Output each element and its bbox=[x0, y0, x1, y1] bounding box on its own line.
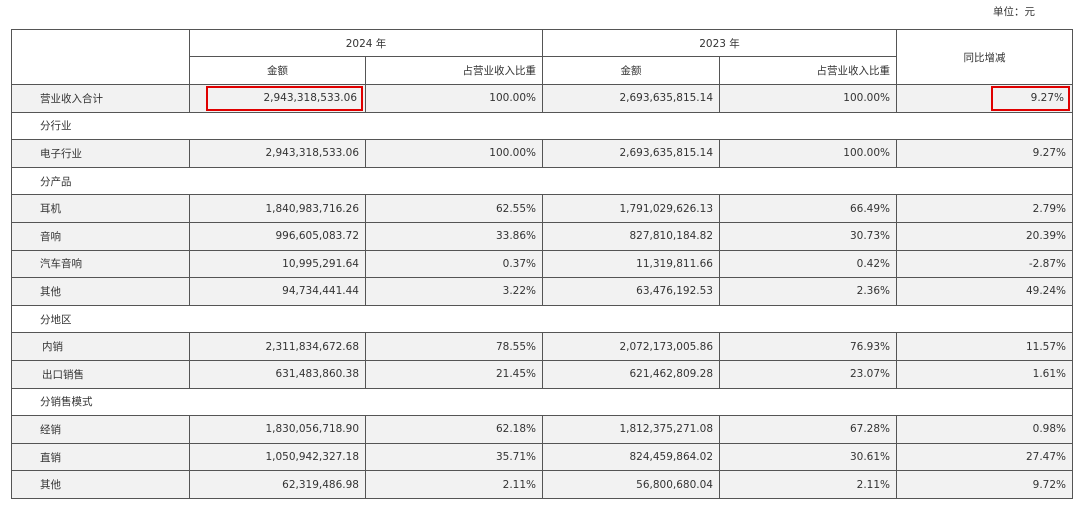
header-amount-2024: 金额 bbox=[189, 56, 366, 85]
section-header-row: 分产品 bbox=[11, 166, 1073, 196]
cell-ratio-2023: 67.28% bbox=[719, 415, 897, 444]
header-row-years: 2024 年 2023 年 同比增减 bbox=[11, 29, 1073, 85]
header-year-2023: 2023 年 bbox=[542, 29, 897, 57]
cell-yoy: -2.87% bbox=[896, 249, 1073, 279]
cell-yoy: 20.39% bbox=[896, 221, 1073, 251]
cell-amount-2024: 10,995,291.64 bbox=[189, 249, 366, 279]
row-label: 经销 bbox=[11, 415, 190, 444]
cell-ratio-2024: 3.22% bbox=[365, 277, 543, 306]
table-row: 内销 2,311,834,672.68 78.55% 2,072,173,005.86… bbox=[11, 332, 1073, 361]
cell-ratio-2023: 100.00% bbox=[719, 139, 897, 168]
section-header-row: 分销售模式 bbox=[11, 387, 1073, 417]
row-label: 电子行业 bbox=[11, 139, 190, 168]
table-row: 经销 1,830,056,718.90 62.18% 1,812,375,271.08… bbox=[11, 415, 1073, 444]
cell-yoy: 9.72% bbox=[896, 470, 1073, 499]
cell-yoy: 9.27% bbox=[896, 139, 1073, 168]
cell-amount-2023: 56,800,680.04 bbox=[542, 470, 720, 499]
table-row: 出口销售 631,483,860.38 21.45% 621,462,809.28 23… bbox=[11, 359, 1073, 389]
cell-ratio-2023: 30.73% bbox=[719, 221, 897, 251]
cell-ratio-2024: 0.37% bbox=[365, 249, 543, 279]
cell-amount-2023: 827,810,184.82 bbox=[542, 221, 720, 251]
cell-ratio-2023: 2.36% bbox=[719, 277, 897, 306]
section-header-row: 分行业 bbox=[11, 111, 1073, 141]
cell-ratio-2023: 2.11% bbox=[719, 470, 897, 499]
total-amount-2024-cell: 2,943,318,533.06 bbox=[189, 84, 366, 113]
cell-amount-2024: 2,943,318,533.06 bbox=[189, 139, 366, 168]
header-row-columns: 金额 占营业收入比重 金额 占营业收入比重 bbox=[12, 56, 1073, 85]
highlighted-total-yoy: 9.27% bbox=[991, 85, 1070, 111]
row-label: 其他 bbox=[11, 470, 190, 499]
cell-amount-2023: 2,072,173,005.86 bbox=[542, 332, 720, 361]
header-yoy: 同比增减 bbox=[896, 29, 1073, 85]
section-title: 分地区 bbox=[11, 304, 1073, 334]
row-label: 出口销售 bbox=[11, 359, 190, 389]
row-label: 耳机 bbox=[11, 194, 190, 223]
cell-amount-2023: 1,812,375,271.08 bbox=[542, 415, 720, 444]
cell-ratio-2024: 2.11% bbox=[365, 470, 543, 499]
cell-ratio-2024: 21.45% bbox=[365, 359, 543, 389]
cell-ratio-2024: 62.55% bbox=[365, 194, 543, 223]
table-row: 电子行业 2,943,318,533.06 100.00% 2,693,635,815… bbox=[11, 139, 1073, 168]
row-label: 内销 bbox=[11, 332, 190, 361]
cell-ratio-2024: 62.18% bbox=[365, 415, 543, 444]
section-title: 分销售模式 bbox=[11, 387, 1073, 417]
row-label: 汽车音响 bbox=[11, 249, 190, 279]
cell-amount-2024: 631,483,860.38 bbox=[189, 359, 366, 389]
header-year-2024: 2024 年 bbox=[189, 29, 543, 57]
cell-amount-2024: 1,840,983,716.26 bbox=[189, 194, 366, 223]
cell-ratio-2023: 30.61% bbox=[719, 442, 897, 472]
cell-amount-2024: 996,605,083.72 bbox=[189, 221, 366, 251]
table-row: 其他 62,319,486.98 2.11% 56,800,680.04 2.11% 9.… bbox=[11, 470, 1073, 499]
cell-amount-2023: 63,476,192.53 bbox=[542, 277, 720, 306]
cell-amount-2023: 1,791,029,626.13 bbox=[542, 194, 720, 223]
table-row: 直销 1,050,942,327.18 35.71% 824,459,864.02 30… bbox=[11, 442, 1073, 472]
cell-amount-2024: 62,319,486.98 bbox=[189, 470, 366, 499]
table-row: 音响 996,605,083.72 33.86% 827,810,184.82 30.7… bbox=[11, 221, 1073, 251]
section-title: 分产品 bbox=[11, 166, 1073, 196]
table-row: 耳机 1,840,983,716.26 62.55% 1,791,029,626.13… bbox=[11, 194, 1073, 223]
cell-amount-2024: 1,830,056,718.90 bbox=[189, 415, 366, 444]
table-row: 其他 94,734,441.44 3.22% 63,476,192.53 2.36% 49… bbox=[11, 277, 1073, 306]
cell-yoy: 2.79% bbox=[896, 194, 1073, 223]
revenue-table: 2024 年 2023 年 同比增减 金额 占营业收入比重 金额 占营业收入比重… bbox=[11, 29, 1073, 499]
table-row: 汽车音响 10,995,291.64 0.37% 11,319,811.66 0.42%… bbox=[11, 249, 1073, 279]
cell-ratio-2023: 0.42% bbox=[719, 249, 897, 279]
unit-label: 单位：元 bbox=[993, 6, 1035, 18]
cell-yoy: 27.47% bbox=[896, 442, 1073, 472]
highlighted-total-amount-2024: 2,943,318,533.06 bbox=[206, 85, 363, 111]
cell-ratio-2023: 76.93% bbox=[719, 332, 897, 361]
cell-amount-2024: 2,311,834,672.68 bbox=[189, 332, 366, 361]
cell-amount-2023: 11,319,811.66 bbox=[542, 249, 720, 279]
header-ratio-2023: 占营业收入比重 bbox=[719, 56, 897, 85]
total-yoy-cell: 9.27% bbox=[896, 84, 1073, 113]
header-blank-cell bbox=[11, 29, 190, 85]
cell-yoy: 0.98% bbox=[896, 415, 1073, 444]
cell-yoy: 1.61% bbox=[896, 359, 1073, 389]
total-ratio-2023: 100.00% bbox=[719, 84, 897, 113]
cell-yoy: 11.57% bbox=[896, 332, 1073, 361]
cell-ratio-2023: 66.49% bbox=[719, 194, 897, 223]
total-ratio-2024: 100.00% bbox=[365, 84, 543, 113]
row-label: 音响 bbox=[11, 221, 190, 251]
cell-amount-2023: 621,462,809.28 bbox=[542, 359, 720, 389]
header-amount-2023: 金额 bbox=[542, 56, 720, 85]
cell-amount-2023: 824,459,864.02 bbox=[542, 442, 720, 472]
cell-ratio-2024: 100.00% bbox=[365, 139, 543, 168]
section-header-row: 分地区 bbox=[11, 304, 1073, 334]
cell-amount-2024: 1,050,942,327.18 bbox=[189, 442, 366, 472]
header-ratio-2024: 占营业收入比重 bbox=[365, 56, 543, 85]
total-label: 营业收入合计 bbox=[11, 84, 190, 113]
cell-amount-2023: 2,693,635,815.14 bbox=[542, 139, 720, 168]
total-row: 营业收入合计 2,943,318,533.06 100.00% 2,693,63… bbox=[11, 84, 1073, 113]
cell-ratio-2024: 78.55% bbox=[365, 332, 543, 361]
cell-amount-2024: 94,734,441.44 bbox=[189, 277, 366, 306]
cell-yoy: 49.24% bbox=[896, 277, 1073, 306]
cell-ratio-2024: 33.86% bbox=[365, 221, 543, 251]
section-title: 分行业 bbox=[11, 111, 1073, 141]
cell-ratio-2024: 35.71% bbox=[365, 442, 543, 472]
total-amount-2023: 2,693,635,815.14 bbox=[542, 84, 720, 113]
row-label: 直销 bbox=[11, 442, 190, 472]
cell-ratio-2023: 23.07% bbox=[719, 359, 897, 389]
row-label: 其他 bbox=[11, 277, 190, 306]
